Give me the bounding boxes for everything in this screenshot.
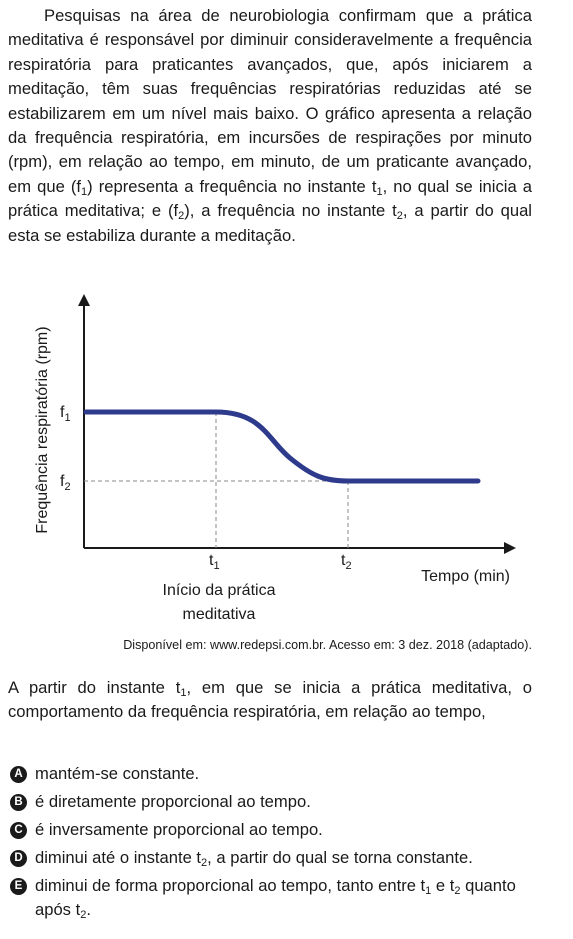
question-stem: A partir do instante t1, em que se inici… xyxy=(8,678,532,722)
annotation-line-1: Início da prática xyxy=(163,582,276,599)
option-a[interactable]: A mantém-se constante. xyxy=(8,762,538,786)
option-e[interactable]: E diminui de forma proporcional ao tempo… xyxy=(8,874,538,923)
option-d[interactable]: D diminui até o instante t2, a partir do… xyxy=(8,846,538,870)
option-letter-badge: B xyxy=(10,793,27,811)
option-text: é diretamente proporcional ao tempo. xyxy=(35,792,311,811)
option-letter-badge: E xyxy=(10,877,27,895)
x-tick-t1: t1 xyxy=(209,552,220,572)
option-text: diminui de forma proporcional ao tempo, … xyxy=(35,876,516,922)
y-axis-label: Frequência respiratória (rpm) xyxy=(34,326,51,533)
source-citation: Disponível em: www.redepsi.com.br. Acess… xyxy=(123,638,532,652)
frequency-curve xyxy=(83,409,481,484)
option-c[interactable]: C é inversamente proporcional ao tempo. xyxy=(8,818,538,842)
intro-paragraph: Pesquisas na área de neurobiologia confi… xyxy=(8,6,532,245)
x-tick-t2: t2 xyxy=(341,552,352,572)
y-tick-f2: f2 xyxy=(60,473,71,493)
option-b[interactable]: B é diretamente proporcional ao tempo. xyxy=(8,790,538,814)
answer-options: A mantém-se constante. B é diretamente p… xyxy=(8,762,538,926)
y-tick-f1: f1 xyxy=(60,404,71,424)
option-letter-badge: D xyxy=(10,849,27,867)
x-axis-label: Tempo (min) xyxy=(421,568,510,585)
option-letter-badge: A xyxy=(10,765,27,783)
option-text: é inversamente proporcional ao tempo. xyxy=(35,820,323,839)
annotation-line-2: meditativa xyxy=(183,606,256,623)
chart-figure: f1 f2 t1 t2 Tempo (min) Frequência respi… xyxy=(34,294,516,623)
option-text: diminui até o instante t2, a partir do q… xyxy=(35,848,473,869)
option-text: mantém-se constante. xyxy=(35,764,200,783)
option-letter-badge: C xyxy=(10,821,27,839)
